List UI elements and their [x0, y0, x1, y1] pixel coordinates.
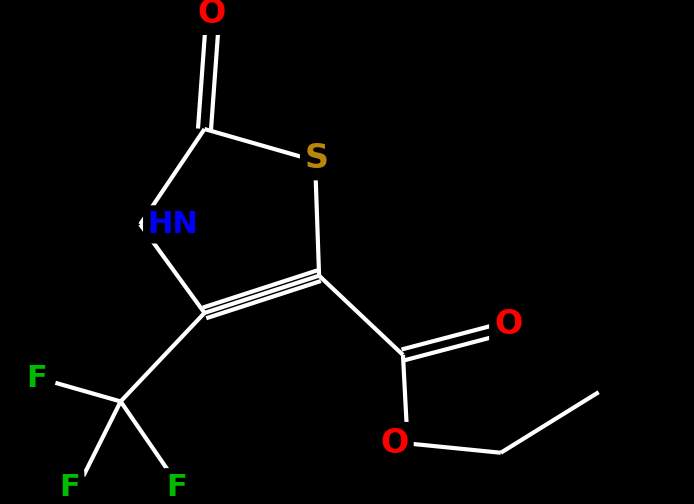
Text: F: F — [166, 473, 187, 501]
Text: F: F — [59, 473, 80, 501]
Text: S: S — [305, 142, 329, 175]
Text: O: O — [380, 427, 409, 460]
Text: HN: HN — [148, 210, 198, 239]
Text: F: F — [26, 364, 47, 393]
Text: O: O — [494, 307, 523, 341]
Text: O: O — [198, 0, 226, 30]
